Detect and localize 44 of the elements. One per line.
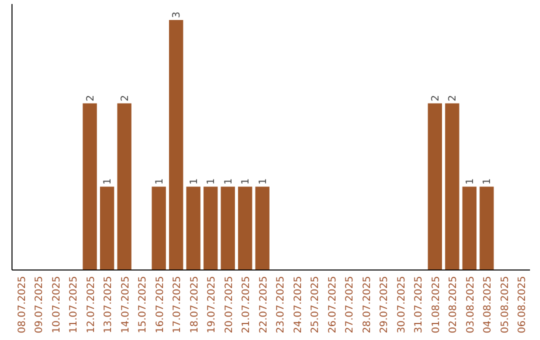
data-label: 1 (258, 178, 269, 185)
x-tick-label: 24.07.2025 (292, 276, 304, 334)
x-tick-label: 10.07.2025 (51, 276, 62, 334)
x-tick-label: 31.07.2025 (414, 276, 425, 334)
data-label: 1 (206, 178, 218, 185)
x-tick-label: 08.07.2025 (16, 276, 28, 334)
x-tick-label: 28.07.2025 (362, 276, 373, 334)
x-tick-label: 30.07.2025 (396, 276, 408, 334)
x-tick-label: 05.08.2025 (500, 276, 511, 334)
x-tick-label: 29.07.2025 (379, 276, 390, 334)
x-tick-label: 17.07.2025 (172, 276, 184, 334)
x-tick-label: 25.07.2025 (310, 276, 322, 334)
data-label: 2 (448, 94, 459, 102)
data-label: 2 (430, 94, 442, 102)
x-tick-label: 09.07.2025 (34, 276, 46, 334)
data-label: 2 (85, 94, 96, 102)
x-tick-label: 19.07.2025 (206, 276, 218, 334)
x-tick-label: 20.07.2025 (224, 276, 235, 334)
x-tick-label: 27.07.2025 (344, 276, 356, 334)
x-tick-label: 13.07.2025 (103, 276, 114, 334)
x-tick-label: 18.07.2025 (189, 276, 200, 334)
data-label: 1 (154, 178, 166, 185)
x-tick-label: 26.07.2025 (327, 276, 338, 334)
data-label: 1 (188, 178, 200, 185)
x-tick-label: 22.07.2025 (258, 276, 270, 334)
data-label: 1 (464, 178, 476, 185)
x-tick-label: 23.07.2025 (276, 276, 287, 334)
x-tick-label: 12.07.2025 (86, 276, 97, 334)
data-label: 1 (102, 178, 114, 185)
x-tick-label: 04.08.2025 (482, 276, 494, 334)
data-label: 1 (240, 178, 252, 185)
x-tick-label: 01.08.2025 (430, 276, 442, 334)
data-label: 1 (223, 178, 234, 185)
data-label: 3 (172, 12, 183, 18)
x-tick-label: 02.08.2025 (448, 276, 460, 334)
data-label: 1 (482, 178, 494, 185)
x-tick-label: 16.07.2025 (154, 276, 166, 334)
x-tick-label: 11.07.2025 (68, 276, 80, 334)
x-tick-label: 15.07.2025 (138, 276, 149, 334)
x-tick-label: 21.07.2025 (241, 276, 252, 334)
data-label: 2 (120, 94, 131, 102)
x-tick-label: 06.08.2025 (517, 276, 528, 334)
x-tick-label: 14.07.2025 (120, 276, 132, 334)
x-tick-label: 03.08.2025 (465, 276, 476, 334)
